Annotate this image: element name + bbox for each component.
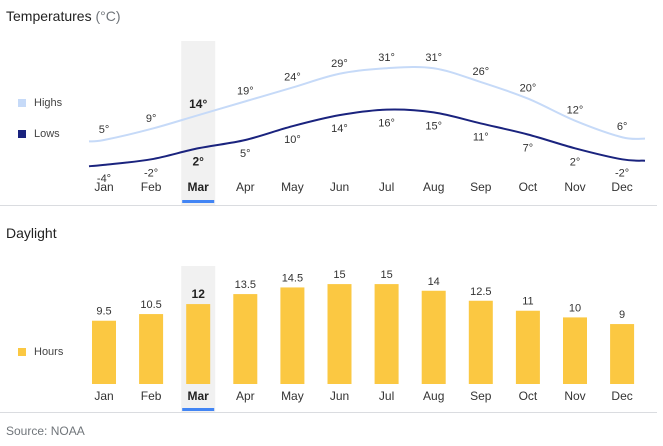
temperatures-unit: (°C) xyxy=(95,8,121,24)
temp-month-mar: Mar xyxy=(188,180,210,194)
daylight-label-sep: 12.5 xyxy=(470,286,491,298)
high-label-jun: 29° xyxy=(331,58,348,70)
high-label-oct: 20° xyxy=(520,83,537,95)
daylight-month-dec: Dec xyxy=(611,389,632,403)
temp-month-oct: Oct xyxy=(519,180,538,194)
daylight-title: Daylight xyxy=(6,225,57,241)
daylight-bar-sep xyxy=(468,300,493,384)
daylight-label-feb: 10.5 xyxy=(140,299,161,311)
high-label-jul: 31° xyxy=(378,52,395,64)
temperatures-title-text: Temperatures xyxy=(6,8,92,24)
daylight-bar-oct xyxy=(515,310,540,384)
daylight-bar-aug xyxy=(421,290,446,384)
temp-month-jun: Jun xyxy=(330,180,349,194)
temperatures-title: Temperatures (°C) xyxy=(6,8,121,24)
low-label-jan: -4° xyxy=(97,173,111,185)
low-label-aug: 15° xyxy=(425,120,442,132)
low-label-nov: 2° xyxy=(570,156,581,168)
low-label-apr: 5° xyxy=(240,148,251,160)
selected-month-indicator-temp[interactable] xyxy=(182,200,215,203)
daylight-month-jun: Jun xyxy=(330,389,349,403)
high-label-apr: 19° xyxy=(237,85,254,97)
temp-month-jul: Jul xyxy=(379,180,394,194)
daylight-month-feb: Feb xyxy=(141,389,162,403)
high-label-aug: 31° xyxy=(425,52,442,64)
daylight-label-apr: 13.5 xyxy=(235,279,256,291)
daylight-bar-dec xyxy=(610,324,635,384)
temp-month-feb: Feb xyxy=(141,180,162,194)
daylight-month-aug: Aug xyxy=(423,389,444,403)
daylight-bar-jun xyxy=(327,284,352,384)
daylight-label-aug: 14 xyxy=(428,276,440,288)
highs-legend-label: Highs xyxy=(34,97,63,109)
daylight-month-jan: Jan xyxy=(94,389,113,403)
low-label-sep: 11° xyxy=(473,131,489,143)
daylight-month-sep: Sep xyxy=(470,389,492,403)
high-label-jan: 5° xyxy=(99,124,110,136)
daylight-label-jun: 15 xyxy=(333,269,345,281)
source-note: Source: NOAA xyxy=(6,424,85,438)
selected-month-band-temp xyxy=(181,41,216,205)
daylight-month-oct: Oct xyxy=(519,389,538,403)
low-label-feb: -2° xyxy=(144,167,158,179)
legend-hours: Hours xyxy=(18,346,63,358)
high-label-dec: 6° xyxy=(617,121,628,133)
low-label-dec: -2° xyxy=(615,167,629,179)
hours-swatch xyxy=(18,348,26,356)
temp-month-sep: Sep xyxy=(470,180,492,194)
selected-month-indicator-daylight[interactable] xyxy=(182,408,215,411)
low-label-jul: 16° xyxy=(378,118,395,130)
daylight-label-jul: 15 xyxy=(380,269,392,281)
temp-month-apr: Apr xyxy=(236,180,255,194)
temp-month-dec: Dec xyxy=(611,180,632,194)
low-label-oct: 7° xyxy=(523,142,534,154)
daylight-month-mar: Mar xyxy=(188,389,210,403)
daylight-bar-apr xyxy=(233,294,258,384)
daylight-label-nov: 10 xyxy=(569,302,581,314)
temp-month-jan: Jan xyxy=(94,180,113,194)
footer-divider xyxy=(0,412,657,413)
temp-month-may: May xyxy=(281,180,304,194)
temp-month-aug: Aug xyxy=(423,180,444,194)
lows-swatch xyxy=(18,130,26,138)
high-label-mar: 14° xyxy=(189,97,207,111)
daylight-label-may: 14.5 xyxy=(282,272,303,284)
daylight-month-apr: Apr xyxy=(236,389,255,403)
highs-line xyxy=(88,65,646,143)
daylight-bar-jan xyxy=(92,320,116,384)
daylight-label-jan: 9.5 xyxy=(96,306,111,318)
section-divider xyxy=(0,205,657,206)
low-label-may: 10° xyxy=(284,134,301,146)
daylight-bar-feb xyxy=(139,314,164,384)
daylight-month-jul: Jul xyxy=(379,389,394,403)
legend-lows: Lows xyxy=(18,128,60,140)
daylight-label-oct: 11 xyxy=(522,296,533,308)
legend-highs: Highs xyxy=(18,97,62,109)
low-label-mar: 2° xyxy=(192,154,204,168)
high-label-may: 24° xyxy=(284,72,301,84)
high-label-feb: 9° xyxy=(146,113,157,125)
daylight-bar-nov xyxy=(563,317,587,384)
highs-swatch xyxy=(18,99,26,107)
temp-month-nov: Nov xyxy=(564,180,585,194)
daylight-bar-jul xyxy=(374,284,399,384)
daylight-label-dec: 9 xyxy=(619,309,625,321)
daylight-bar-may xyxy=(280,287,305,384)
high-label-nov: 12° xyxy=(567,105,584,117)
hours-legend-label: Hours xyxy=(34,346,64,358)
daylight-month-may: May xyxy=(281,389,304,403)
daylight-month-nov: Nov xyxy=(564,389,585,403)
daylight-bar-mar xyxy=(186,304,211,384)
lows-legend-label: Lows xyxy=(34,128,60,140)
lows-line xyxy=(88,108,646,168)
low-label-jun: 14° xyxy=(331,123,348,135)
high-label-sep: 26° xyxy=(472,66,489,78)
daylight-label-mar: 12 xyxy=(192,287,206,301)
